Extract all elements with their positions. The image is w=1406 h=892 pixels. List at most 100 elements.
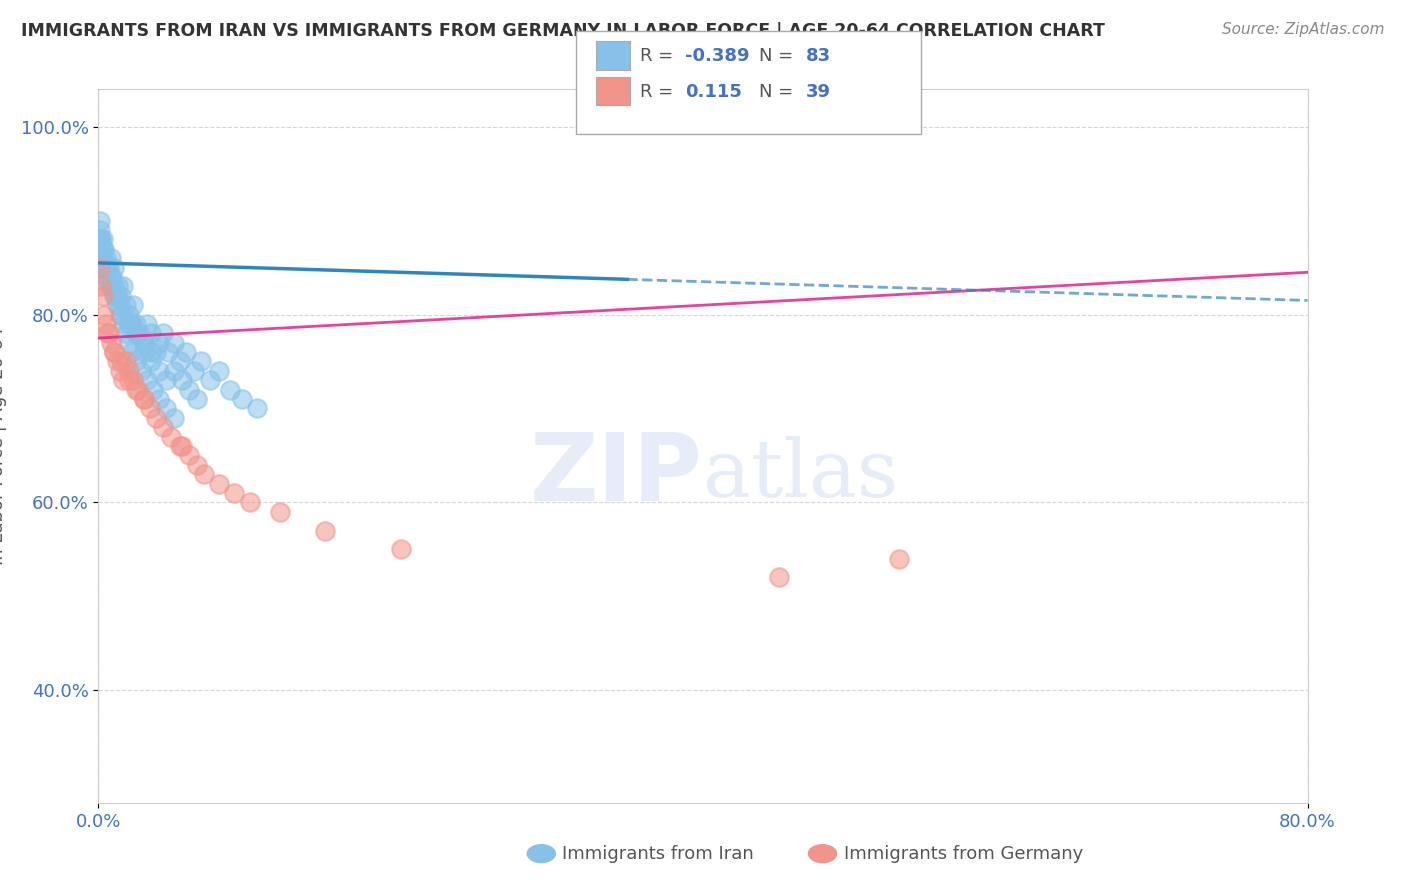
Point (107, 279, 129, 293)
Text: Immigrants from Germany: Immigrants from Germany (844, 845, 1083, 863)
Point (89, 260, 111, 275)
Point (90, 251, 112, 265)
Point (94, 251, 117, 265)
Point (98, 326, 121, 341)
Point (125, 326, 148, 341)
Point (155, 373, 177, 387)
Point (101, 270, 124, 285)
Point (104, 289, 127, 303)
Point (163, 364, 186, 378)
Point (93, 242, 115, 256)
Point (125, 383, 148, 397)
Point (139, 401, 162, 416)
Point (91, 232, 114, 246)
Text: R =: R = (640, 83, 679, 101)
Point (105, 289, 128, 303)
Point (118, 317, 141, 331)
Point (174, 345, 197, 359)
Point (129, 364, 152, 378)
Point (108, 298, 131, 312)
Point (169, 439, 191, 453)
Point (108, 364, 131, 378)
Point (141, 345, 163, 359)
Point (125, 326, 148, 341)
Point (91, 289, 114, 303)
Point (200, 373, 222, 387)
Point (100, 270, 122, 285)
Point (110, 354, 132, 368)
Point (219, 383, 242, 397)
Point (118, 373, 141, 387)
Point (128, 326, 150, 341)
Point (389, 542, 412, 557)
Point (179, 383, 201, 397)
Point (93, 308, 115, 322)
Point (179, 449, 201, 463)
Point (125, 354, 148, 368)
Point (94, 317, 117, 331)
Point (91, 260, 114, 275)
Point (103, 345, 125, 359)
Point (148, 364, 170, 378)
Point (94, 270, 117, 285)
Point (91, 251, 114, 265)
Point (118, 364, 141, 378)
Point (768, 570, 790, 584)
Text: 0.115: 0.115 (685, 83, 741, 101)
Point (127, 383, 149, 397)
Point (100, 335, 122, 350)
Point (103, 260, 125, 275)
Point (103, 279, 125, 293)
Point (98, 279, 121, 293)
Point (132, 392, 155, 406)
Text: IMMIGRANTS FROM IRAN VS IMMIGRANTS FROM GERMANY IN LABOR FORCE | AGE 20-64 CORRE: IMMIGRANTS FROM IRAN VS IMMIGRANTS FROM … (21, 22, 1105, 40)
Point (170, 439, 193, 453)
Point (96, 260, 118, 275)
Point (160, 429, 183, 443)
Point (135, 373, 157, 387)
Y-axis label: In Labor Force | Age 20-64: In Labor Force | Age 20-64 (0, 326, 7, 566)
Point (114, 326, 136, 341)
Point (142, 383, 165, 397)
Point (889, 551, 911, 566)
Point (269, 505, 291, 519)
Point (208, 364, 231, 378)
Point (122, 298, 145, 312)
Point (111, 279, 134, 293)
Point (231, 392, 253, 406)
Point (208, 476, 231, 491)
Text: N =: N = (759, 83, 799, 101)
Point (114, 298, 136, 312)
Point (103, 345, 125, 359)
Point (132, 335, 155, 350)
Text: 83: 83 (806, 47, 831, 65)
Point (152, 420, 174, 434)
Point (224, 486, 246, 500)
Point (96, 326, 118, 341)
Point (103, 289, 125, 303)
Point (89, 223, 111, 237)
Text: Immigrants from Iran: Immigrants from Iran (562, 845, 754, 863)
Point (125, 317, 148, 331)
Point (105, 354, 128, 368)
Point (148, 392, 170, 406)
Point (155, 401, 177, 416)
Point (163, 410, 186, 425)
Text: -0.389: -0.389 (685, 47, 749, 65)
Point (190, 354, 212, 368)
Point (132, 345, 155, 359)
Point (111, 317, 134, 331)
Point (90, 279, 112, 293)
Point (163, 335, 186, 350)
Point (98, 260, 121, 275)
Text: N =: N = (759, 47, 799, 65)
Point (118, 308, 141, 322)
Text: R =: R = (640, 47, 679, 65)
Text: atlas: atlas (703, 435, 898, 514)
Point (121, 317, 143, 331)
Text: Source: ZipAtlas.com: Source: ZipAtlas.com (1222, 22, 1385, 37)
Point (186, 458, 208, 472)
Point (111, 373, 134, 387)
Point (246, 401, 269, 416)
Point (90, 232, 112, 246)
